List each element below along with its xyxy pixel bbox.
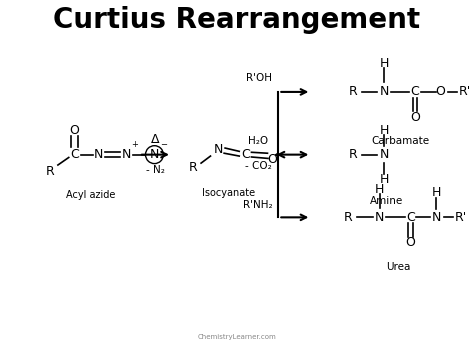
Text: H: H bbox=[380, 124, 389, 137]
Text: R': R' bbox=[459, 85, 471, 99]
Text: C: C bbox=[406, 211, 415, 224]
Text: H: H bbox=[431, 186, 441, 199]
Text: H₂O: H₂O bbox=[248, 136, 268, 146]
Text: O: O bbox=[405, 236, 415, 249]
Text: R: R bbox=[349, 85, 357, 99]
Text: R'OH: R'OH bbox=[246, 73, 273, 83]
Text: R: R bbox=[344, 211, 353, 224]
Text: O: O bbox=[410, 111, 420, 124]
Text: O: O bbox=[267, 153, 277, 166]
Text: C: C bbox=[241, 148, 250, 161]
Text: Amine: Amine bbox=[370, 196, 403, 206]
Text: Δ: Δ bbox=[151, 133, 160, 146]
Text: R': R' bbox=[455, 211, 467, 224]
Text: Urea: Urea bbox=[386, 262, 410, 272]
Text: N: N bbox=[431, 211, 441, 224]
Text: R: R bbox=[46, 164, 55, 178]
Text: −: − bbox=[160, 140, 167, 149]
Text: N: N bbox=[213, 143, 223, 156]
Text: O: O bbox=[70, 124, 79, 137]
Text: C: C bbox=[70, 148, 79, 161]
Text: Carbamate: Carbamate bbox=[371, 136, 429, 146]
Text: R: R bbox=[349, 148, 357, 161]
Text: N: N bbox=[380, 148, 389, 161]
Text: Curtius Rearrangement: Curtius Rearrangement bbox=[53, 6, 420, 34]
Text: N: N bbox=[94, 148, 103, 161]
Text: R'NH₂: R'NH₂ bbox=[243, 200, 273, 210]
Text: N: N bbox=[121, 148, 131, 161]
Text: - CO₂: - CO₂ bbox=[245, 161, 272, 171]
Text: H: H bbox=[380, 173, 389, 186]
Text: N: N bbox=[375, 211, 384, 224]
Text: N: N bbox=[150, 148, 159, 161]
Text: H: H bbox=[375, 183, 384, 196]
Text: +: + bbox=[131, 140, 138, 149]
Text: - N₂: - N₂ bbox=[146, 165, 165, 175]
Text: Isocyanate: Isocyanate bbox=[202, 188, 255, 198]
Text: O: O bbox=[436, 85, 445, 99]
Text: C: C bbox=[410, 85, 419, 99]
Text: ChemistryLearner.com: ChemistryLearner.com bbox=[198, 334, 276, 340]
Text: Acyl azide: Acyl azide bbox=[66, 190, 116, 200]
Text: N: N bbox=[380, 85, 389, 99]
Text: H: H bbox=[380, 57, 389, 70]
Text: R: R bbox=[189, 161, 198, 174]
